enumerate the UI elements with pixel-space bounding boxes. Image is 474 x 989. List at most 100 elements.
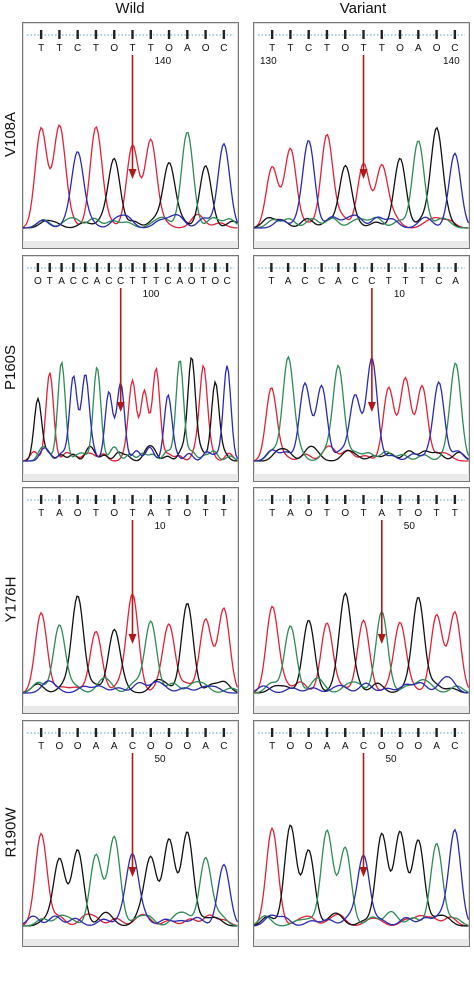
trace-o (23, 157, 238, 229)
base-letter: O (304, 741, 313, 752)
base-letter: T (269, 741, 276, 752)
base-letter: O (341, 508, 350, 519)
base-letter: C (220, 43, 228, 54)
row-label-v108a: V108A (0, 34, 22, 234)
base-tick (149, 728, 152, 737)
panel-footer (23, 706, 238, 713)
base-letter: C (451, 741, 459, 752)
trace-a (254, 140, 469, 229)
base-tick (325, 30, 329, 39)
trace-c (23, 142, 238, 229)
base-letter: T (323, 508, 331, 519)
base-letter: O (165, 741, 173, 752)
panel-footer (254, 939, 469, 946)
base-tick (380, 728, 383, 737)
position-number: 10 (154, 521, 166, 532)
panel-footer (254, 474, 469, 481)
base-tick (58, 30, 61, 39)
base-tick (58, 728, 61, 737)
base-letter: T (129, 508, 136, 519)
base-letter: C (164, 276, 172, 287)
base-tick (84, 263, 87, 272)
base-letter: T (141, 276, 148, 287)
base-tick (113, 495, 116, 504)
base-letter: A (110, 741, 118, 752)
base-tick (344, 728, 347, 737)
trace-plot (23, 728, 238, 946)
base-letter: C (435, 276, 443, 287)
trace-t (23, 364, 238, 462)
base-letter: C (81, 276, 89, 287)
base-letter: C (318, 276, 326, 287)
base-tick (113, 728, 116, 737)
base-letter: O (165, 43, 173, 54)
base-letter: A (58, 276, 65, 287)
base-letter: O (73, 741, 82, 752)
base-letter: O (73, 508, 82, 519)
column-title-variant: Variant (339, 0, 387, 17)
base-letter: T (269, 43, 276, 54)
base-tick (222, 495, 226, 504)
base-letter: O (414, 508, 423, 519)
base-tick (337, 263, 340, 272)
base-letter: O (34, 276, 42, 287)
base-tick (454, 263, 457, 272)
trace-t (23, 832, 238, 927)
base-letter: T (56, 43, 63, 54)
base-letter: T (419, 276, 426, 287)
base-letter: T (323, 43, 331, 54)
column-title-wild: Wild (115, 0, 145, 17)
base-tick (113, 30, 116, 39)
base-tick (36, 263, 40, 272)
panel-footer (23, 241, 238, 248)
chromatogram-variant-p160s: T A C C A C C T T T C A 10 (253, 255, 470, 482)
base-letter: O (432, 43, 441, 54)
base-tick (417, 495, 420, 504)
base-letter: A (323, 741, 331, 752)
base-letter: T (385, 276, 392, 287)
chromatogram-variant-r190w: T O O A A C O O O A C 50 (253, 720, 470, 947)
base-letter: T (202, 508, 209, 519)
base-tick (289, 30, 292, 39)
base-letter: O (396, 741, 404, 752)
base-letter: A (452, 276, 459, 287)
base-letter: C (359, 741, 368, 752)
base-letter: A (378, 508, 386, 519)
trace-plot (23, 30, 238, 248)
base-letter: T (129, 43, 136, 54)
base-letter: A (183, 43, 191, 54)
base-tick (398, 728, 402, 737)
base-tick (72, 263, 75, 272)
base-tick (270, 263, 273, 272)
base-tick (380, 495, 383, 504)
base-tick (270, 30, 274, 39)
base-tick (204, 495, 207, 504)
base-letter: O (341, 43, 350, 54)
base-letter: T (378, 43, 385, 54)
panel-footer (23, 474, 238, 481)
trace-plot (23, 495, 238, 713)
base-tick (214, 263, 217, 272)
base-letter: O (110, 43, 119, 54)
base-tick (417, 30, 420, 39)
base-tick (307, 495, 310, 504)
base-tick (303, 263, 307, 272)
row-label-y176h: Y176H (0, 499, 22, 699)
base-tick (325, 728, 329, 737)
base-tick (307, 728, 310, 737)
base-letter: O (414, 741, 423, 752)
position-number: 10 (393, 289, 405, 300)
base-tick (154, 263, 158, 272)
trace-a (23, 619, 238, 694)
base-tick (404, 263, 407, 272)
base-tick (60, 263, 63, 272)
base-tick (435, 30, 438, 39)
base-tick (131, 30, 134, 39)
base-tick (167, 495, 171, 504)
chromatogram-wild-y176h: T A O T O T A T O T T 10 (22, 487, 239, 714)
base-letter: O (396, 43, 404, 54)
base-tick (186, 30, 189, 39)
base-letter: C (351, 276, 359, 287)
